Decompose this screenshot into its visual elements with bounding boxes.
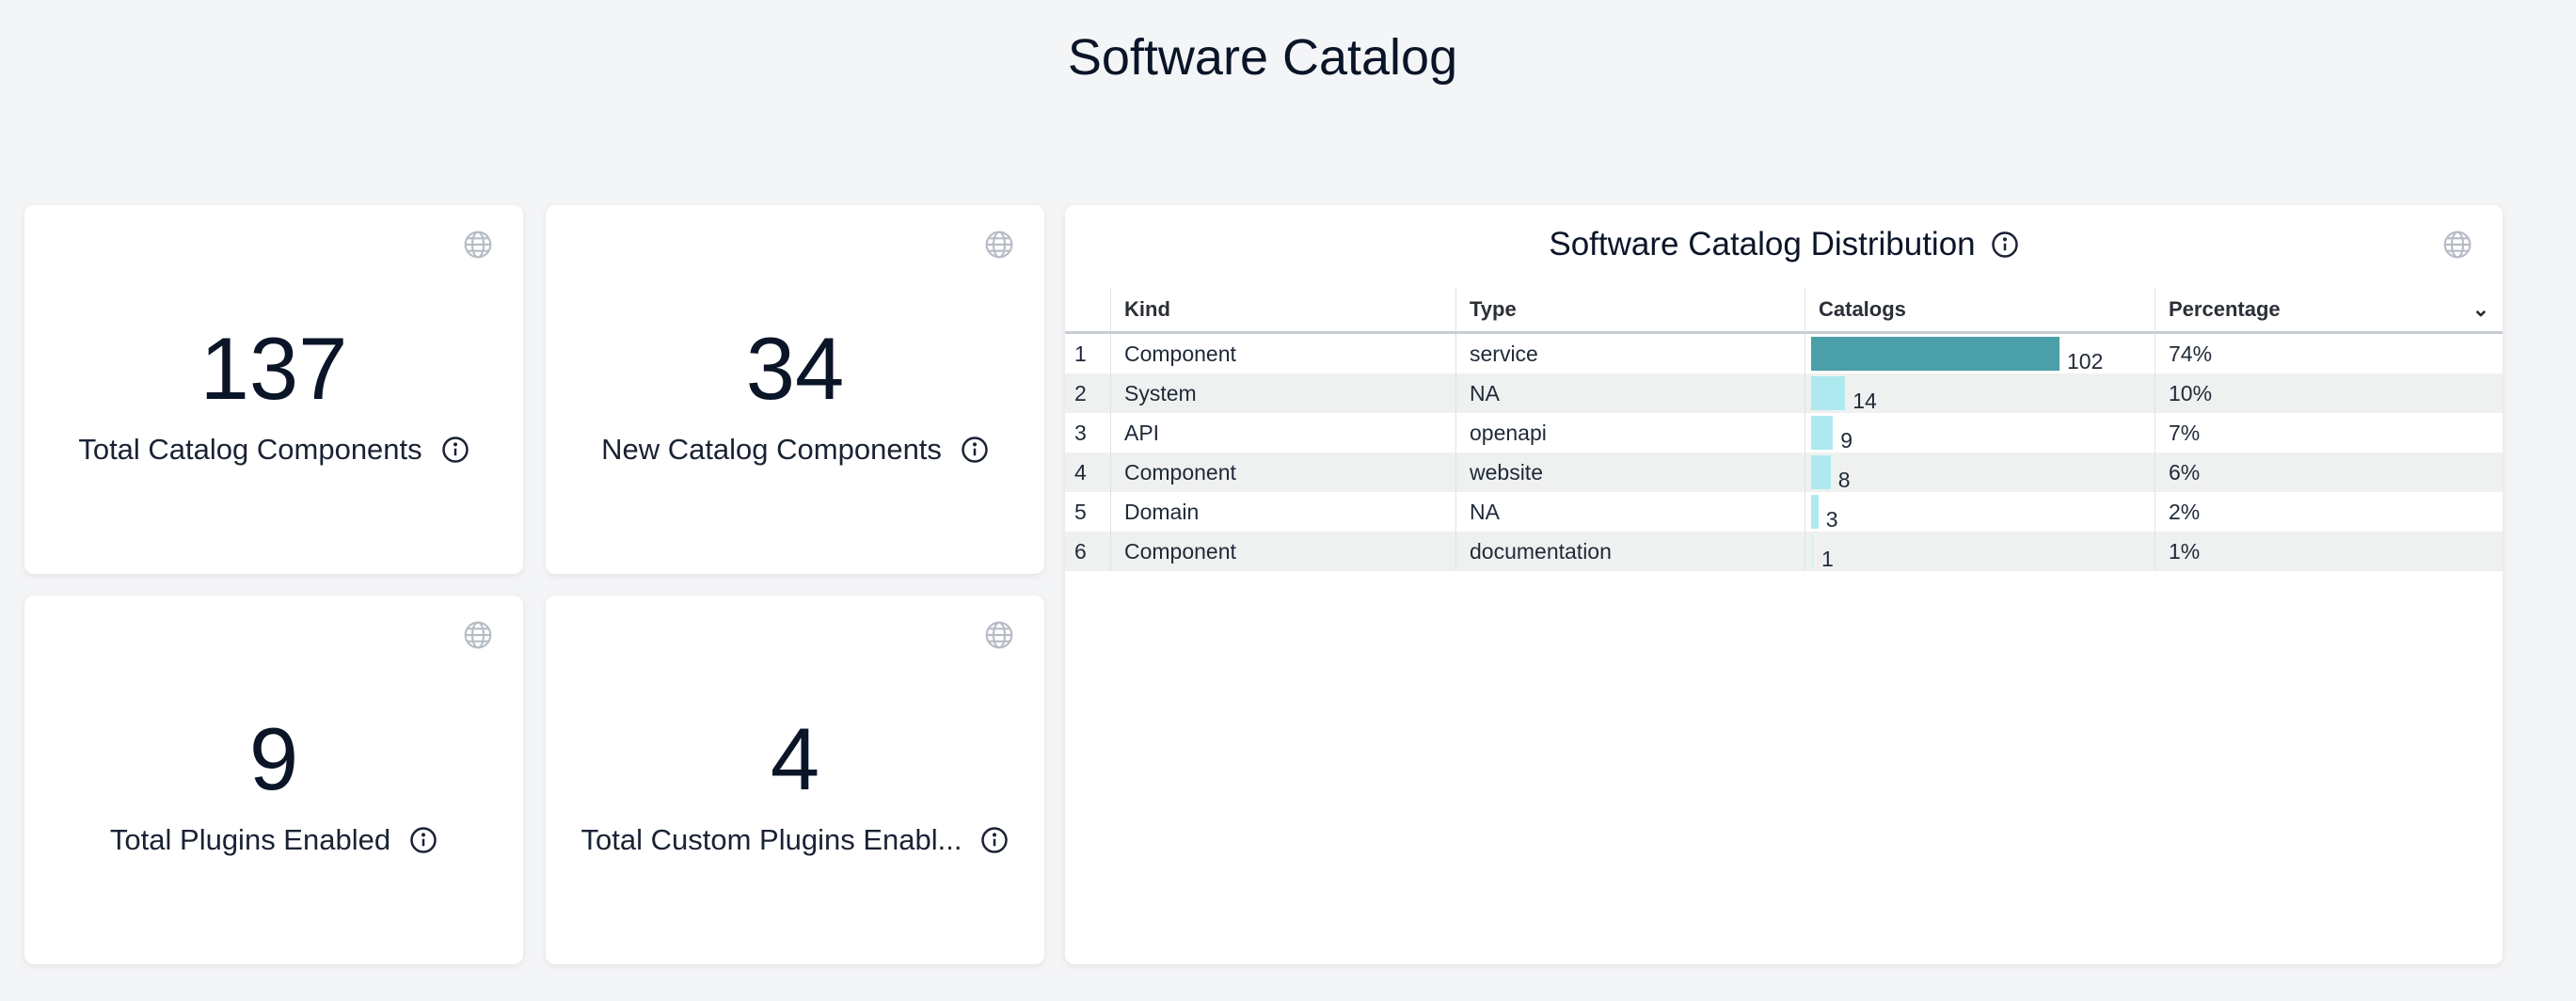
- percentage-header-label: Percentage: [2169, 297, 2281, 321]
- column-header-catalogs[interactable]: Catalogs: [1805, 288, 2155, 334]
- table-row[interactable]: 6 Component documentation 1 1%: [1065, 532, 2503, 571]
- catalogs-value: 1: [1821, 547, 1834, 571]
- percentage-cell: 1%: [2155, 532, 2503, 571]
- type-cell: openapi: [1455, 413, 1805, 453]
- catalogs-cell: 14: [1805, 373, 2155, 413]
- kpi-label: New Catalog Components: [564, 433, 1026, 467]
- kpi-card: 137 Total Catalog Components: [24, 205, 523, 574]
- kind-cell: Component: [1110, 332, 1456, 373]
- column-header-type[interactable]: Type: [1455, 288, 1805, 334]
- catalogs-bar: [1811, 455, 1831, 489]
- kpi-label: Total Catalog Components: [43, 433, 504, 467]
- type-cell: documentation: [1455, 532, 1805, 571]
- catalogs-bar: [1811, 416, 1834, 450]
- kpi-label: Total Custom Plugins Enabl...: [564, 823, 1026, 857]
- info-icon[interactable]: [409, 826, 437, 854]
- catalogs-bar: [1811, 337, 2059, 371]
- catalogs-cell: 9: [1805, 413, 2155, 453]
- kind-cell: Component: [1110, 453, 1456, 492]
- info-icon[interactable]: [441, 436, 469, 464]
- kind-cell: Domain: [1110, 492, 1456, 532]
- percentage-cell: 7%: [2155, 413, 2503, 453]
- info-icon[interactable]: [961, 436, 989, 464]
- distribution-title-text: Software Catalog Distribution: [1549, 226, 1976, 262]
- catalogs-cell: 3: [1805, 492, 2155, 532]
- table-row[interactable]: 1 Component service 102 74%: [1065, 332, 2503, 373]
- percentage-cell: 6%: [2155, 453, 2503, 492]
- globe-icon[interactable]: [984, 620, 1014, 650]
- info-icon[interactable]: [980, 826, 1009, 854]
- percentage-cell: 10%: [2155, 373, 2503, 413]
- catalogs-bar: [1811, 534, 1814, 568]
- catalogs-value: 9: [1840, 428, 1853, 453]
- globe-icon[interactable]: [463, 230, 493, 260]
- kpi-card: 4 Total Custom Plugins Enabl...: [546, 596, 1044, 964]
- catalogs-bar: [1811, 376, 1846, 410]
- kpi-label-text: Total Catalog Components: [78, 433, 422, 466]
- table-row[interactable]: 4 Component website 8 6%: [1065, 453, 2503, 492]
- kpi-value: 34: [745, 319, 845, 418]
- distribution-title: Software Catalog Distribution: [1065, 226, 2503, 263]
- row-index: 6: [1065, 532, 1111, 571]
- type-cell: NA: [1455, 373, 1805, 413]
- kpi-label-text: Total Custom Plugins Enabl...: [580, 823, 962, 856]
- chevron-down-icon[interactable]: ⌄: [2472, 297, 2489, 321]
- kpi-label-text: Total Plugins Enabled: [109, 823, 391, 856]
- percentage-cell: 74%: [2155, 332, 2503, 373]
- info-icon[interactable]: [1991, 230, 2019, 259]
- index-header: [1065, 288, 1111, 334]
- catalogs-value: 102: [2067, 349, 2104, 373]
- kind-cell: Component: [1110, 532, 1456, 571]
- catalogs-cell: 8: [1805, 453, 2155, 492]
- catalogs-value: 8: [1837, 468, 1851, 492]
- table-header-row: Kind Type Catalogs Percentage ⌄: [1065, 288, 2503, 334]
- table-row[interactable]: 3 API openapi 9 7%: [1065, 413, 2503, 453]
- kpi-value: 4: [770, 709, 820, 808]
- table-row[interactable]: 5 Domain NA 3 2%: [1065, 492, 2503, 532]
- kind-cell: System: [1110, 373, 1456, 413]
- row-index: 3: [1074, 420, 1087, 445]
- row-index: 4: [1065, 453, 1111, 492]
- kpi-card: 34 New Catalog Components: [546, 205, 1044, 574]
- catalogs-cell: 102: [1805, 332, 2155, 373]
- row-index: 2: [1065, 373, 1111, 413]
- globe-icon[interactable]: [463, 620, 493, 650]
- type-cell: website: [1455, 453, 1805, 492]
- row-index: 5: [1074, 499, 1087, 524]
- kpi-label: Total Plugins Enabled: [43, 823, 504, 857]
- column-header-kind[interactable]: Kind: [1110, 288, 1456, 334]
- catalogs-value: 14: [1852, 389, 1877, 413]
- column-header-percentage[interactable]: Percentage ⌄: [2155, 288, 2503, 334]
- percentage-cell: 2%: [2155, 492, 2503, 532]
- globe-icon[interactable]: [2442, 230, 2473, 260]
- catalogs-value: 3: [1825, 507, 1838, 532]
- type-cell: NA: [1455, 492, 1805, 532]
- distribution-card: Software Catalog Distribution Kind Type …: [1065, 205, 2503, 964]
- kpi-card: 9 Total Plugins Enabled: [24, 596, 523, 964]
- kind-cell: API: [1110, 413, 1456, 453]
- catalogs-cell: 1: [1805, 532, 2155, 571]
- type-cell: service: [1455, 332, 1805, 373]
- kpi-label-text: New Catalog Components: [601, 433, 942, 466]
- catalogs-bar: [1811, 495, 1819, 529]
- distribution-table: Kind Type Catalogs Percentage ⌄ 1 Compone…: [1065, 288, 2503, 571]
- table-row[interactable]: 2 System NA 14 10%: [1065, 373, 2503, 413]
- row-index: 1: [1074, 341, 1087, 366]
- kpi-value: 9: [248, 709, 299, 808]
- page-title: Software Catalog: [1067, 29, 1458, 86]
- globe-icon[interactable]: [984, 230, 1014, 260]
- kpi-value: 137: [199, 319, 348, 418]
